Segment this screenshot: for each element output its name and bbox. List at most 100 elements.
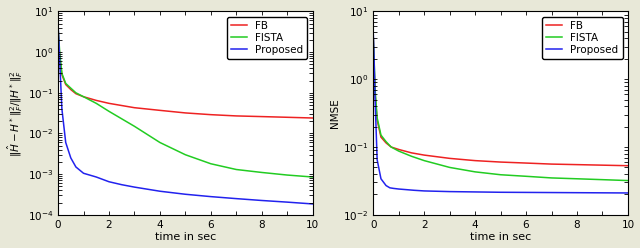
FISTA bbox=[156, 141, 164, 144]
Proposed bbox=[182, 193, 189, 196]
FISTA bbox=[373, 116, 381, 119]
Proposed bbox=[131, 186, 138, 188]
FB bbox=[573, 163, 581, 166]
FB bbox=[382, 141, 390, 144]
FISTA bbox=[497, 173, 504, 176]
Proposed bbox=[390, 187, 397, 190]
Proposed bbox=[395, 187, 403, 190]
Proposed bbox=[308, 202, 316, 205]
Legend: FB, FISTA, Proposed: FB, FISTA, Proposed bbox=[227, 17, 307, 59]
FISTA bbox=[92, 102, 100, 105]
FB bbox=[371, 93, 379, 96]
FISTA bbox=[573, 177, 581, 180]
FISTA bbox=[522, 175, 530, 178]
FB bbox=[62, 83, 70, 86]
Proposed bbox=[118, 183, 125, 186]
FB bbox=[624, 164, 632, 167]
FB bbox=[371, 66, 378, 69]
FB bbox=[420, 154, 428, 156]
FISTA bbox=[56, 53, 64, 56]
FB bbox=[67, 88, 75, 91]
Proposed bbox=[420, 189, 428, 192]
FB bbox=[369, 37, 377, 40]
FISTA bbox=[62, 82, 70, 85]
FISTA bbox=[371, 57, 378, 60]
FB bbox=[80, 95, 88, 98]
Proposed bbox=[54, 24, 62, 27]
FISTA bbox=[446, 166, 454, 169]
FB bbox=[497, 160, 504, 163]
Proposed bbox=[446, 190, 454, 193]
FISTA bbox=[72, 91, 80, 94]
FB bbox=[56, 57, 64, 60]
Proposed bbox=[377, 177, 385, 180]
FISTA bbox=[624, 179, 632, 182]
Proposed bbox=[58, 107, 66, 110]
FISTA bbox=[548, 176, 556, 179]
Line: Proposed: Proposed bbox=[373, 35, 628, 193]
Proposed bbox=[369, 33, 377, 36]
Proposed bbox=[371, 98, 379, 101]
FB bbox=[471, 159, 479, 162]
Proposed bbox=[92, 176, 100, 179]
FB bbox=[598, 164, 606, 167]
FISTA bbox=[232, 168, 240, 171]
Proposed bbox=[284, 201, 291, 204]
Legend: FB, FISTA, Proposed: FB, FISTA, Proposed bbox=[542, 17, 623, 59]
Proposed bbox=[386, 186, 394, 189]
Proposed bbox=[232, 197, 240, 200]
X-axis label: time in sec: time in sec bbox=[470, 232, 531, 243]
Line: FISTA: FISTA bbox=[373, 38, 628, 181]
Proposed bbox=[207, 195, 214, 198]
Y-axis label: NMSE: NMSE bbox=[330, 98, 340, 128]
FISTA bbox=[420, 159, 428, 162]
FB bbox=[131, 106, 138, 109]
Line: FB: FB bbox=[373, 38, 628, 166]
FISTA bbox=[471, 170, 479, 173]
FB bbox=[258, 115, 266, 118]
Proposed bbox=[624, 191, 632, 194]
FISTA bbox=[408, 155, 415, 158]
FISTA bbox=[284, 174, 291, 177]
FISTA bbox=[395, 150, 403, 153]
Proposed bbox=[373, 158, 381, 161]
Proposed bbox=[55, 38, 63, 41]
FB bbox=[54, 26, 62, 29]
FB bbox=[105, 102, 113, 105]
FB bbox=[522, 161, 530, 164]
Proposed bbox=[72, 165, 80, 168]
Proposed bbox=[156, 190, 164, 193]
FB bbox=[232, 114, 240, 117]
Y-axis label: $\|\hat{H} - H^*\|_F^2/\|H^*\|_F^2$: $\|\hat{H} - H^*\|_F^2/\|H^*\|_F^2$ bbox=[6, 70, 25, 156]
FB bbox=[387, 146, 395, 149]
FB bbox=[408, 151, 415, 154]
FISTA bbox=[377, 134, 385, 137]
FB bbox=[377, 136, 385, 139]
Proposed bbox=[382, 184, 390, 187]
FB bbox=[207, 113, 214, 116]
FISTA bbox=[308, 176, 316, 179]
FB bbox=[72, 92, 80, 95]
Proposed bbox=[80, 172, 88, 175]
FISTA bbox=[80, 95, 88, 98]
FB bbox=[308, 117, 316, 120]
Proposed bbox=[548, 191, 556, 194]
Proposed bbox=[410, 189, 418, 192]
FISTA bbox=[67, 87, 75, 90]
FB bbox=[446, 157, 454, 160]
FISTA bbox=[369, 37, 377, 40]
FISTA bbox=[58, 72, 66, 75]
FB bbox=[92, 99, 100, 102]
Proposed bbox=[105, 180, 113, 183]
Proposed bbox=[56, 63, 64, 66]
FB bbox=[373, 119, 381, 122]
FISTA bbox=[54, 26, 62, 29]
FB bbox=[58, 73, 66, 76]
X-axis label: time in sec: time in sec bbox=[155, 232, 216, 243]
FB bbox=[548, 163, 556, 166]
Proposed bbox=[62, 141, 70, 144]
FISTA bbox=[382, 140, 390, 143]
Line: FB: FB bbox=[58, 28, 312, 118]
FISTA bbox=[371, 88, 379, 91]
FISTA bbox=[105, 110, 113, 113]
